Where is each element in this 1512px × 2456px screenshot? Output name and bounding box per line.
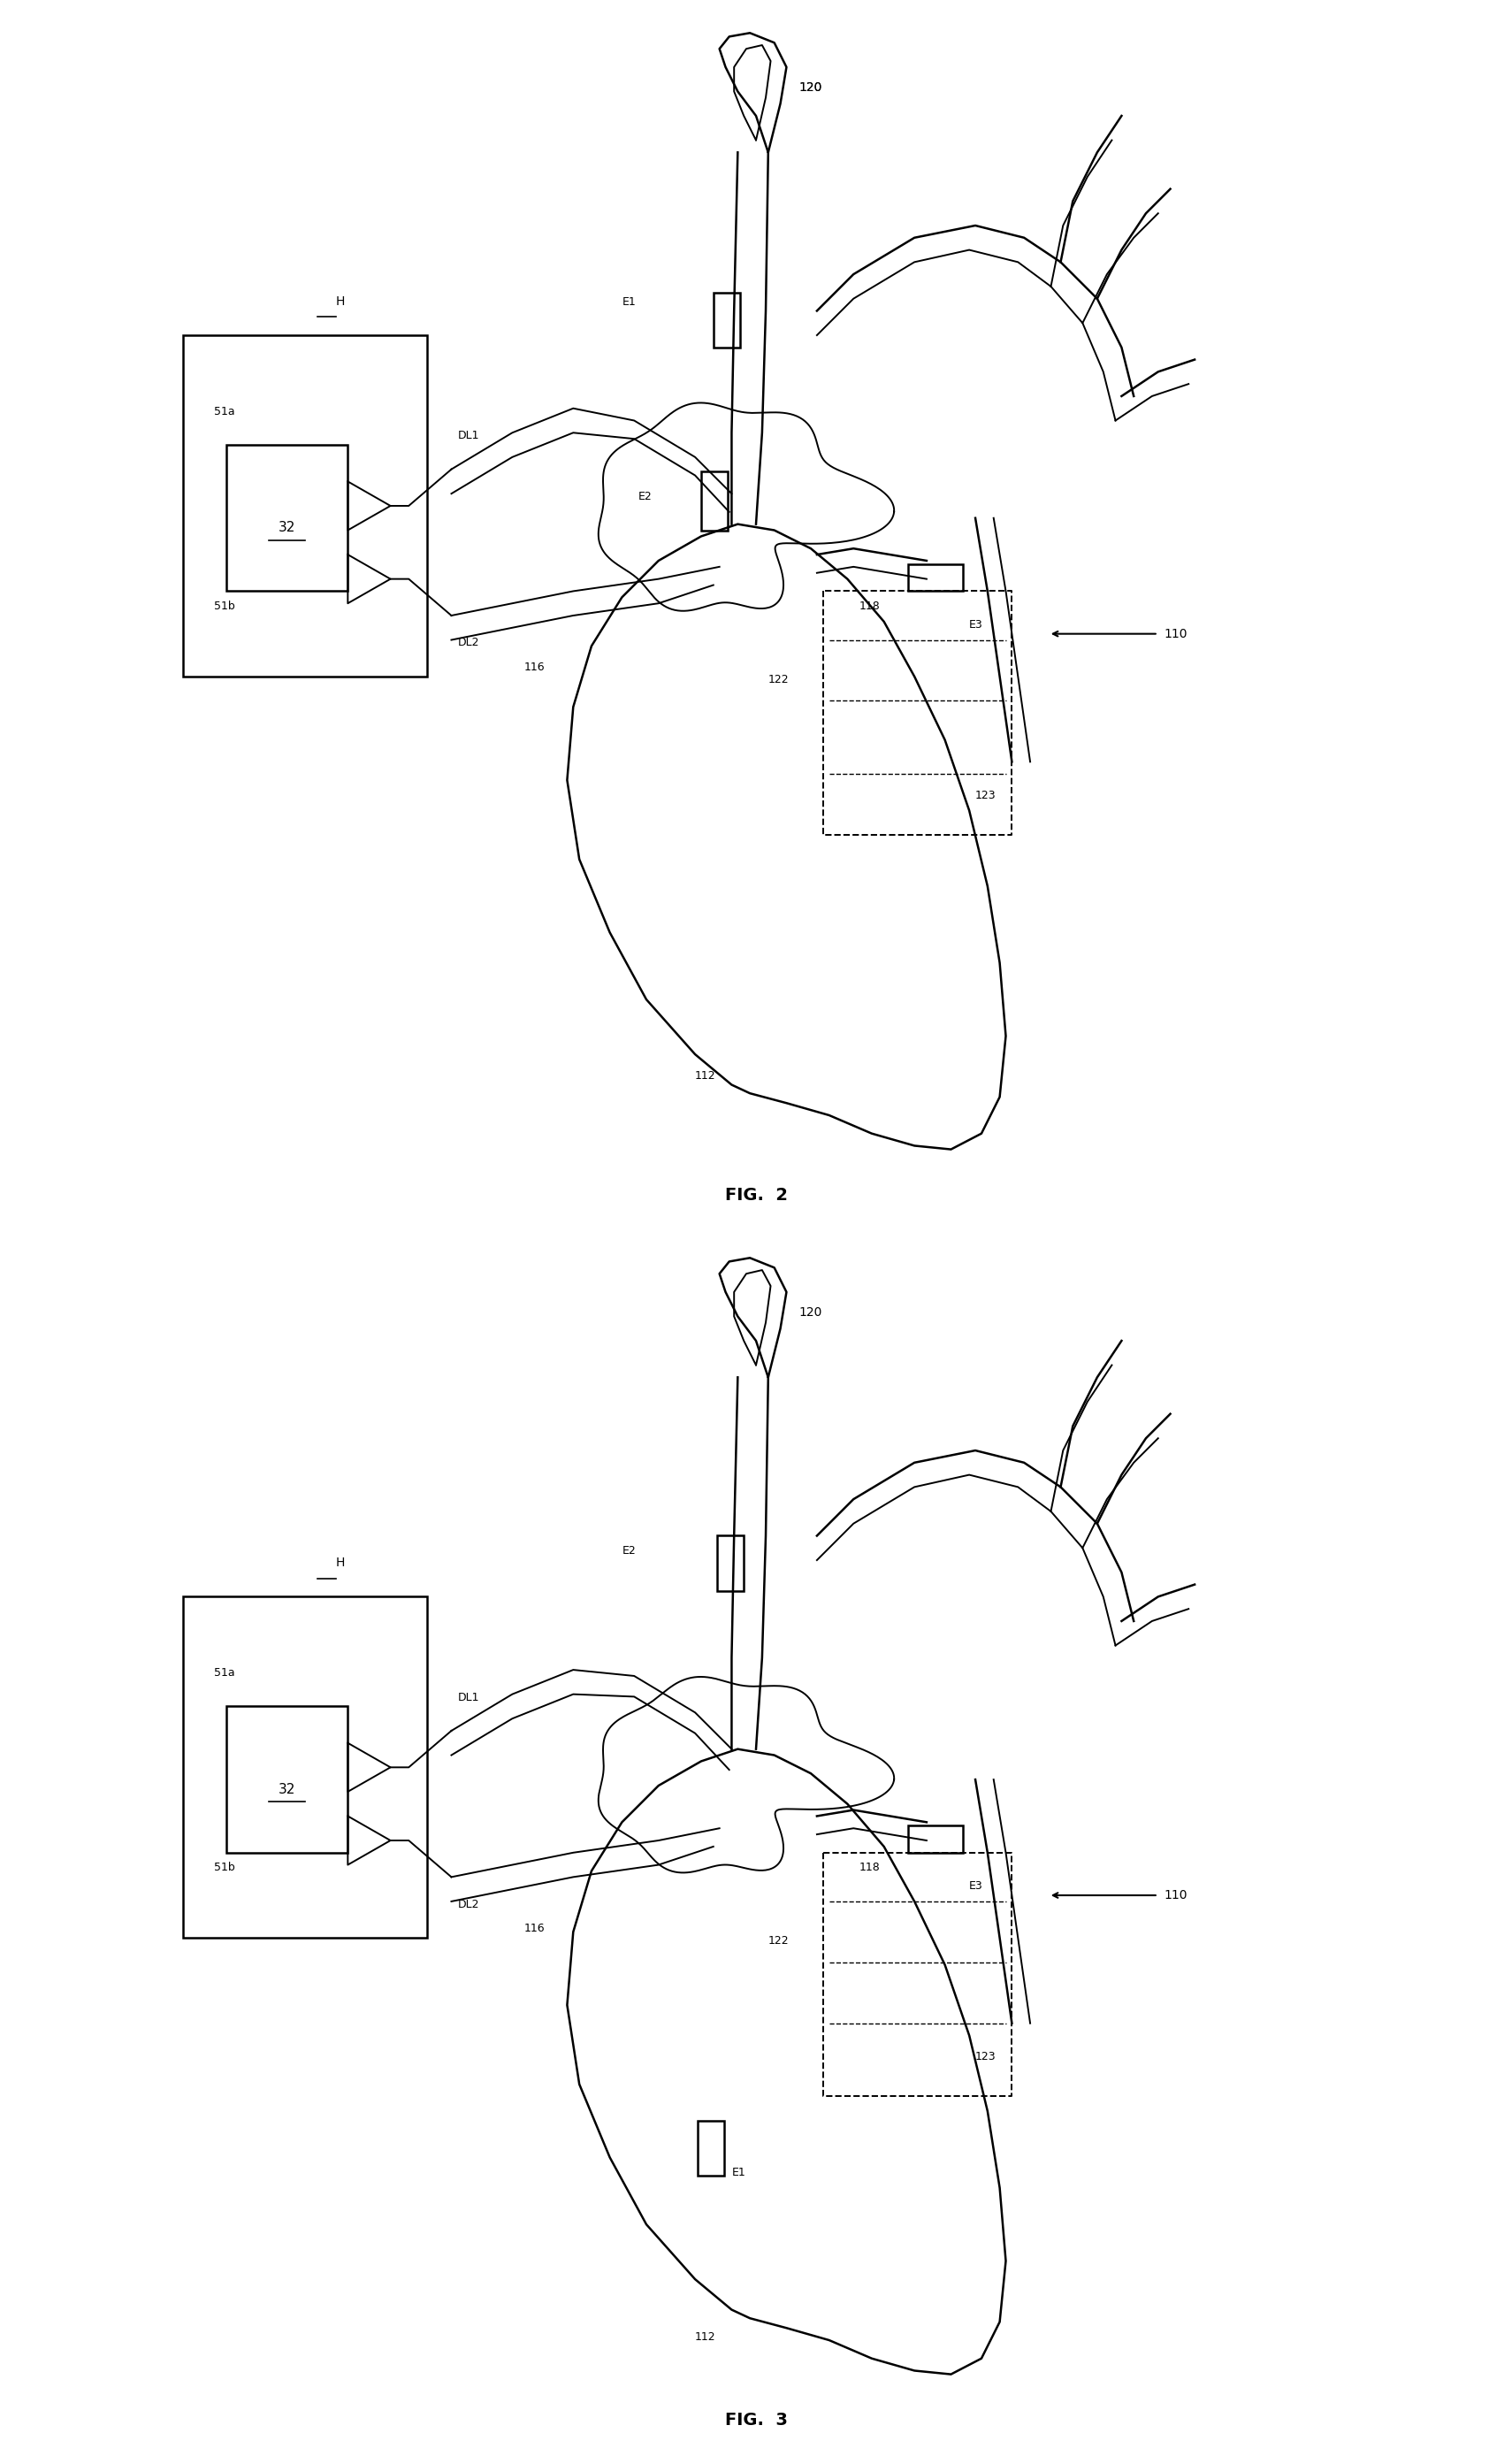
Text: FIG.  2: FIG. 2 [724,1186,788,1203]
Text: DL1: DL1 [458,1692,479,1702]
Text: 112: 112 [696,2331,717,2343]
Text: 51b: 51b [213,1862,234,1874]
Text: FIG.  3: FIG. 3 [724,2412,788,2429]
Text: E2: E2 [638,491,652,503]
Text: E1: E1 [621,295,637,307]
Text: DL2: DL2 [458,636,479,648]
Text: DL2: DL2 [458,1898,479,1911]
Text: 110: 110 [1164,629,1187,641]
Text: 110: 110 [1164,1889,1187,1901]
Text: 120: 120 [798,81,823,93]
Text: 122: 122 [768,1935,789,1948]
Text: 51a: 51a [213,1668,234,1677]
Text: 116: 116 [525,1923,546,1935]
Text: 51b: 51b [213,602,234,612]
Text: E2: E2 [621,1545,637,1557]
Text: H: H [336,295,345,307]
Text: 122: 122 [768,673,789,685]
Text: 51a: 51a [213,405,234,418]
Text: 120: 120 [798,1307,823,1319]
Text: 32: 32 [278,521,295,535]
Text: 118: 118 [860,602,880,612]
Text: 32: 32 [278,1783,295,1795]
Text: E3: E3 [969,1881,983,1891]
Text: E1: E1 [732,2166,745,2178]
Text: 118: 118 [860,1862,880,1874]
Text: 123: 123 [975,788,996,801]
Text: 112: 112 [696,1071,717,1081]
Text: 123: 123 [975,2051,996,2063]
Text: E3: E3 [969,619,983,631]
Text: 120: 120 [798,81,823,93]
Text: H: H [336,1557,345,1569]
Text: 116: 116 [525,661,546,673]
Text: DL1: DL1 [458,430,479,442]
